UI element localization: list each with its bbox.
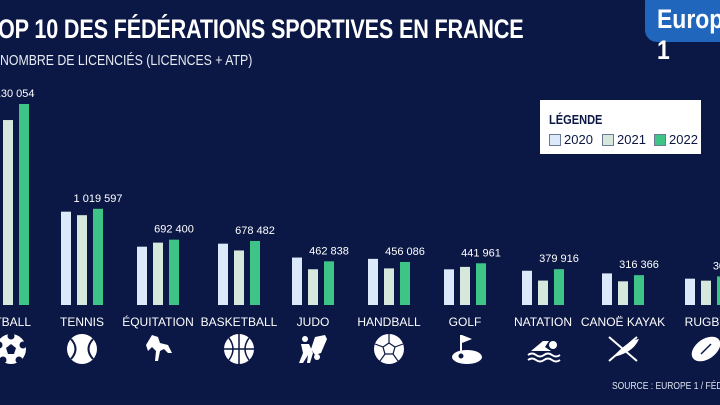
- soccer-ball-icon: [0, 332, 27, 364]
- bar-2021: [618, 281, 628, 305]
- legend-item-2021: 2021: [602, 132, 646, 147]
- category-label: JUDO: [297, 315, 330, 329]
- bar-2021: [77, 215, 87, 305]
- bar-2021: [538, 280, 548, 305]
- bar-2022: [717, 276, 720, 305]
- bar-2020: [685, 278, 695, 305]
- bar-2021: [308, 269, 318, 305]
- bar-group: 462 838 JUDO: [292, 245, 349, 363]
- bar-group: 692 400 ÉQUITATION: [122, 224, 194, 361]
- logo-text: Europe 1: [657, 4, 720, 65]
- handball-icon: [374, 334, 404, 364]
- swimmer-icon: [527, 341, 561, 363]
- bar-2022: [93, 208, 103, 305]
- bar-2022: [400, 261, 410, 305]
- data-label: 678 482: [235, 225, 275, 237]
- data-label: 379 916: [539, 253, 579, 265]
- data-label: 303: [713, 260, 720, 272]
- bar-2021: [460, 266, 470, 305]
- golf-flag-icon: [452, 335, 482, 364]
- bar-2020: [292, 257, 302, 305]
- bar-2022: [169, 239, 179, 305]
- category-label: RUGBY: [685, 315, 720, 329]
- legend-item-2020: 2020: [549, 132, 593, 147]
- legend-label: 2022: [669, 132, 698, 147]
- chart-title: OP 10 DES FÉDÉRATIONS SPORTIVES EN FRANC…: [0, 14, 524, 44]
- bar-2020: [218, 243, 228, 305]
- legend-swatch: [602, 133, 614, 146]
- data-label: 692 400: [154, 224, 194, 236]
- bar-group: 678 482 BASKETBALL: [201, 225, 278, 364]
- bar-group: 1 019 597 TENNIS: [60, 193, 122, 364]
- data-label: 1 019 597: [74, 193, 123, 205]
- bar-2021: [3, 120, 13, 306]
- bar-group: 316 366 CANOË KAYAK: [581, 259, 665, 362]
- bar-2021: [384, 268, 394, 305]
- bar-group: 303 RUGBY: [685, 260, 720, 362]
- bar-2022: [250, 240, 260, 305]
- bar-2021: [701, 280, 711, 305]
- bar-group: 379 916 NATATION: [514, 253, 579, 363]
- legend-label: 2021: [617, 132, 646, 147]
- bar-2020: [368, 258, 378, 305]
- bar-2022: [476, 263, 486, 305]
- bar-2022: [554, 269, 564, 305]
- data-label: 462 838: [309, 245, 349, 257]
- data-label: 456 086: [385, 246, 425, 258]
- bar-2021: [153, 242, 163, 305]
- bar-2020: [444, 269, 454, 305]
- legend: LÉGENDE 2020 2021 2022: [540, 100, 701, 154]
- legend-title: LÉGENDE: [549, 112, 603, 127]
- bar-group: 456 086 HANDBALL: [357, 246, 425, 364]
- category-label: BASKETBALL: [201, 315, 278, 329]
- chart-subtitle: NOMBRE DE LICENCIÉS (LICENCES + ATP): [0, 52, 253, 69]
- bar-2022: [634, 275, 644, 305]
- bar-2021: [234, 250, 244, 305]
- bar-2022: [19, 104, 29, 305]
- data-label: 2 130 054: [0, 88, 34, 100]
- tennis-ball-icon: [67, 334, 97, 364]
- category-label: OTBALL: [0, 315, 31, 329]
- bar-2020: [137, 246, 147, 305]
- kayak-icon: [608, 336, 639, 362]
- category-label: TENNIS: [60, 315, 104, 329]
- legend-item-2022: 2022: [654, 132, 698, 147]
- bar-2020: [522, 270, 532, 305]
- bar-2020: [61, 211, 71, 305]
- legend-swatch: [549, 133, 561, 146]
- legend-swatch: [654, 133, 666, 146]
- source-note: SOURCE : EUROPE 1 / FÉDÉR: [612, 381, 720, 392]
- bar-2022: [324, 261, 334, 305]
- horse-icon: [146, 335, 172, 361]
- rugby-ball-icon: [691, 336, 720, 362]
- category-label: NATATION: [514, 315, 572, 329]
- category-label: GOLF: [449, 315, 482, 329]
- legend-label: 2020: [564, 132, 593, 147]
- europe1-logo: Europe 1: [645, 0, 720, 65]
- data-label: 316 366: [619, 259, 659, 271]
- category-label: HANDBALL: [357, 315, 421, 329]
- bar-group: 2 130 054 OTBALL: [0, 88, 34, 364]
- judo-icon: [299, 335, 327, 363]
- category-label: ÉQUITATION: [122, 314, 194, 329]
- data-label: 441 961: [461, 247, 501, 259]
- category-label: CANOË KAYAK: [581, 315, 665, 329]
- bar-2020: [602, 273, 612, 305]
- basketball-icon: [224, 334, 254, 364]
- bar-group: 441 961 GOLF: [444, 247, 501, 364]
